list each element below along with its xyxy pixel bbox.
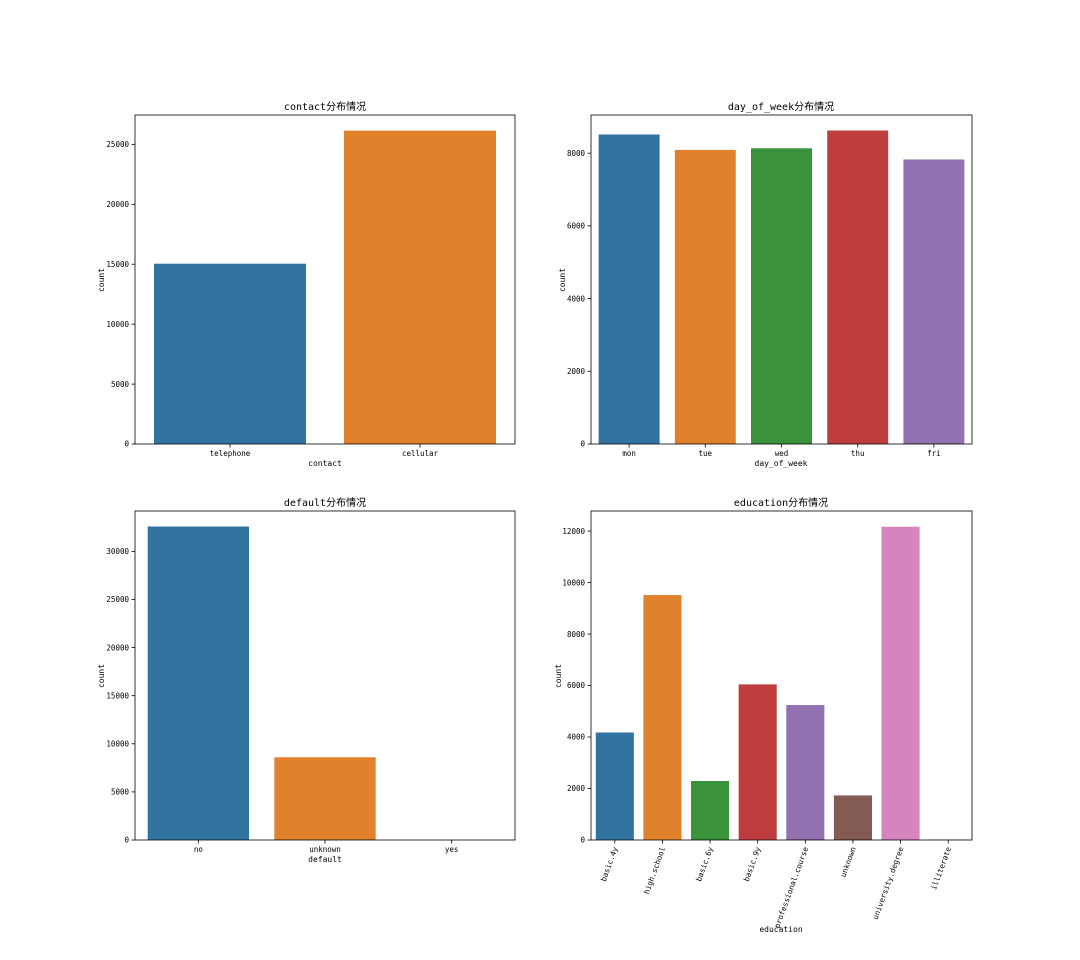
x-tick-label: professional.course — [772, 845, 810, 929]
y-tick-label: 0 — [124, 836, 129, 845]
x-tick-label: wed — [775, 449, 789, 458]
x-tick-label: basic.9y — [742, 845, 763, 882]
x-tick-label: unknown — [839, 846, 858, 879]
x-tick-label: thu — [851, 449, 865, 458]
axes-frame — [134, 114, 516, 445]
y-ticks: 0 2000 4000 6000 8000 — [567, 149, 591, 449]
bar-basic-9y — [738, 684, 777, 840]
y-tick-label: 4000 — [567, 733, 586, 742]
y-tick-label: 6000 — [567, 681, 586, 690]
y-tick-label: 2000 — [567, 367, 586, 376]
y-tick-label: 5000 — [111, 788, 130, 797]
bar-basic-4y — [595, 732, 634, 840]
y-tick-label: 12000 — [562, 527, 585, 536]
y-axis-label: count — [554, 664, 563, 688]
bars — [595, 526, 968, 840]
bars — [154, 130, 496, 444]
y-tick-label: 0 — [124, 440, 129, 449]
x-tick-label: unknown — [309, 845, 341, 854]
y-tick-label: 15000 — [106, 691, 129, 700]
bar-mon — [598, 134, 660, 445]
x-tick-label: telephone — [210, 449, 251, 458]
x-ticks: basic.4y high.school basic.6y basic.9y profe… — [599, 840, 953, 929]
y-ticks: 0 5000 10000 15000 20000 25000 30000 — [106, 547, 135, 845]
bar-high-school — [643, 595, 682, 840]
y-tick-label: 6000 — [567, 222, 586, 231]
y-tick-label: 30000 — [106, 547, 129, 556]
x-tick-label: mon — [622, 449, 636, 458]
bar-unknown — [274, 757, 376, 840]
y-tick-label: 10000 — [562, 578, 585, 587]
y-tick-label: 10000 — [106, 320, 129, 329]
axes-frame — [134, 510, 516, 841]
y-tick-label: 20000 — [106, 643, 129, 652]
bar-unknown — [833, 795, 872, 840]
y-ticks: 0 2000 4000 6000 8000 10000 12000 — [562, 527, 591, 845]
chart-title: default分布情况 — [284, 496, 366, 509]
bar-university-degree — [881, 526, 920, 840]
x-tick-label: yes — [445, 845, 459, 854]
y-tick-label: 10000 — [106, 740, 129, 749]
subplot-default: default分布情况 0 5000 10000 15000 20000 25000 300… — [97, 496, 516, 864]
x-ticks: telephone cellular — [210, 444, 439, 458]
bar-no — [147, 526, 249, 840]
bar-wed — [751, 148, 812, 445]
axes-frame — [590, 114, 973, 445]
x-tick-label: basic.4y — [599, 845, 620, 882]
x-tick-label: fri — [927, 449, 941, 458]
y-axis-label: count — [97, 664, 106, 688]
y-tick-label: 8000 — [567, 630, 586, 639]
x-tick-label: tue — [699, 449, 713, 458]
axes-frame — [590, 510, 973, 841]
x-ticks: mon tue wed thu fri — [622, 444, 941, 458]
y-tick-label: 15000 — [106, 260, 129, 269]
bars — [598, 130, 965, 445]
x-ticks: no unknown yes — [194, 840, 459, 854]
x-axis-label: default — [308, 855, 342, 864]
x-axis-label: contact — [308, 459, 342, 468]
chart-title: contact分布情况 — [284, 100, 366, 113]
bar-professional-course — [786, 705, 825, 840]
y-tick-label: 5000 — [111, 380, 130, 389]
y-tick-label: 25000 — [106, 140, 129, 149]
x-tick-label: basic.6y — [694, 845, 715, 882]
y-tick-label: 25000 — [106, 595, 129, 604]
chart-title: education分布情况 — [734, 496, 828, 509]
subplot-contact: contact分布情况 0 5000 10000 15000 20000 25000 te… — [97, 100, 516, 468]
bar-thu — [827, 130, 889, 444]
subplot-day-of-week: day_of_week分布情况 0 2000 4000 6000 8000 mon tue… — [558, 100, 973, 468]
x-tick-label: university.degree — [871, 845, 906, 921]
x-tick-label: cellular — [402, 449, 439, 458]
y-tick-label: 20000 — [106, 200, 129, 209]
chart-title: day_of_week分布情况 — [728, 100, 834, 113]
y-tick-label: 4000 — [567, 294, 586, 303]
bar-basic-6y — [691, 781, 730, 840]
x-tick-label: no — [194, 845, 204, 854]
bar-fri — [903, 159, 965, 444]
y-axis-label: count — [558, 268, 567, 292]
x-tick-label: high.school — [642, 846, 667, 896]
bars — [147, 526, 503, 840]
y-tick-label: 2000 — [567, 784, 586, 793]
y-axis-label: count — [97, 268, 106, 292]
subplot-education: education分布情况 0 2000 4000 6000 8000 10000 1200… — [554, 496, 973, 934]
x-tick-label: illiterate — [929, 845, 953, 891]
bar-telephone — [154, 263, 306, 444]
bar-tue — [674, 149, 736, 444]
y-ticks: 0 5000 10000 15000 20000 25000 — [106, 140, 135, 449]
y-tick-label: 0 — [580, 836, 585, 845]
x-axis-label: day_of_week — [755, 459, 808, 468]
y-tick-label: 8000 — [567, 149, 586, 158]
x-axis-label: education — [759, 925, 803, 934]
bar-cellular — [344, 130, 496, 444]
y-tick-label: 0 — [580, 440, 585, 449]
